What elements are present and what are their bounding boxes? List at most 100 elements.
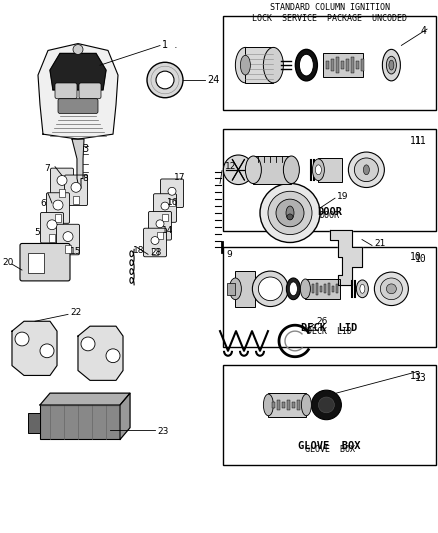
Bar [253, 156, 291, 183]
Circle shape [147, 62, 183, 98]
Ellipse shape [357, 280, 368, 298]
Ellipse shape [263, 47, 283, 83]
Bar [308, 286, 311, 292]
FancyBboxPatch shape [58, 99, 98, 114]
Ellipse shape [230, 278, 241, 300]
Ellipse shape [235, 47, 255, 83]
Bar [293, 402, 295, 408]
Bar [332, 59, 334, 71]
Bar [223, 129, 436, 231]
FancyBboxPatch shape [55, 83, 77, 99]
Bar [272, 402, 276, 408]
Text: DECK  LID: DECK LID [301, 323, 358, 333]
Circle shape [276, 199, 304, 227]
Ellipse shape [315, 165, 321, 175]
Text: 20: 20 [2, 257, 14, 266]
Bar [361, 59, 364, 71]
Text: 21: 21 [374, 239, 385, 248]
Bar [65, 245, 71, 253]
Circle shape [260, 183, 320, 243]
Text: 5: 5 [34, 228, 40, 237]
Text: 23: 23 [157, 427, 168, 436]
Circle shape [73, 45, 83, 54]
FancyBboxPatch shape [160, 179, 184, 207]
Circle shape [81, 337, 95, 351]
Bar [223, 247, 436, 346]
Ellipse shape [240, 55, 251, 75]
Text: 13: 13 [415, 373, 426, 383]
Bar [326, 61, 329, 69]
Bar [320, 286, 322, 292]
Ellipse shape [286, 206, 294, 220]
Ellipse shape [300, 54, 313, 76]
Bar [287, 400, 290, 410]
Bar [55, 214, 61, 222]
Bar [28, 413, 40, 433]
Text: 22: 22 [70, 308, 81, 317]
Text: 16: 16 [167, 198, 179, 207]
Circle shape [374, 272, 408, 305]
Circle shape [71, 182, 81, 192]
Text: 7: 7 [44, 164, 50, 173]
Bar [59, 189, 65, 197]
Bar [323, 53, 364, 77]
FancyBboxPatch shape [64, 175, 88, 206]
Circle shape [63, 232, 73, 241]
Bar [346, 59, 350, 71]
Circle shape [57, 175, 67, 185]
Bar [157, 232, 163, 239]
Text: 11: 11 [410, 136, 422, 146]
Ellipse shape [300, 279, 311, 298]
Circle shape [168, 187, 176, 195]
Text: 8: 8 [82, 174, 88, 183]
Circle shape [156, 220, 164, 228]
Circle shape [268, 191, 312, 235]
Bar [312, 284, 314, 293]
Text: DOOR: DOOR [317, 207, 342, 217]
Bar [40, 405, 120, 439]
Bar [316, 283, 318, 295]
FancyBboxPatch shape [57, 224, 80, 255]
Text: STANDARD COLUMN IGNITION
LOCK  SERVICE  PACKAGE  UNCODED: STANDARD COLUMN IGNITION LOCK SERVICE PA… [252, 3, 407, 22]
Ellipse shape [360, 285, 365, 293]
Text: 15: 15 [70, 247, 81, 256]
Text: GLOVE  BOX: GLOVE BOX [305, 445, 355, 454]
Bar [336, 284, 339, 293]
Bar [318, 158, 343, 182]
Circle shape [354, 158, 378, 182]
FancyBboxPatch shape [50, 168, 74, 199]
Text: 17: 17 [174, 173, 186, 182]
Bar [268, 393, 306, 417]
Ellipse shape [389, 60, 394, 70]
Text: 19: 19 [337, 192, 349, 201]
Bar [169, 199, 175, 206]
Circle shape [380, 278, 403, 300]
Bar [325, 284, 326, 293]
Circle shape [151, 237, 159, 245]
Text: 26: 26 [316, 317, 327, 326]
FancyBboxPatch shape [46, 193, 70, 223]
Polygon shape [12, 321, 57, 375]
Text: 12: 12 [225, 162, 237, 171]
Bar [305, 279, 340, 298]
Ellipse shape [312, 159, 325, 181]
Polygon shape [72, 139, 84, 188]
Text: 10: 10 [410, 252, 422, 262]
Text: 11: 11 [415, 136, 426, 146]
Circle shape [287, 214, 293, 220]
Text: GLOVE  BOX: GLOVE BOX [298, 441, 361, 451]
FancyBboxPatch shape [20, 244, 70, 281]
Bar [162, 214, 168, 221]
Text: 13: 13 [410, 371, 422, 381]
Text: 3: 3 [82, 144, 88, 154]
Text: 9: 9 [226, 250, 232, 259]
Text: DECK  LID: DECK LID [307, 327, 352, 336]
Polygon shape [78, 326, 123, 381]
Bar [245, 47, 273, 83]
Bar [357, 61, 360, 69]
Bar [328, 283, 330, 295]
Circle shape [15, 332, 29, 346]
Text: 24: 24 [207, 75, 219, 85]
FancyBboxPatch shape [153, 193, 177, 222]
Bar [227, 283, 235, 295]
